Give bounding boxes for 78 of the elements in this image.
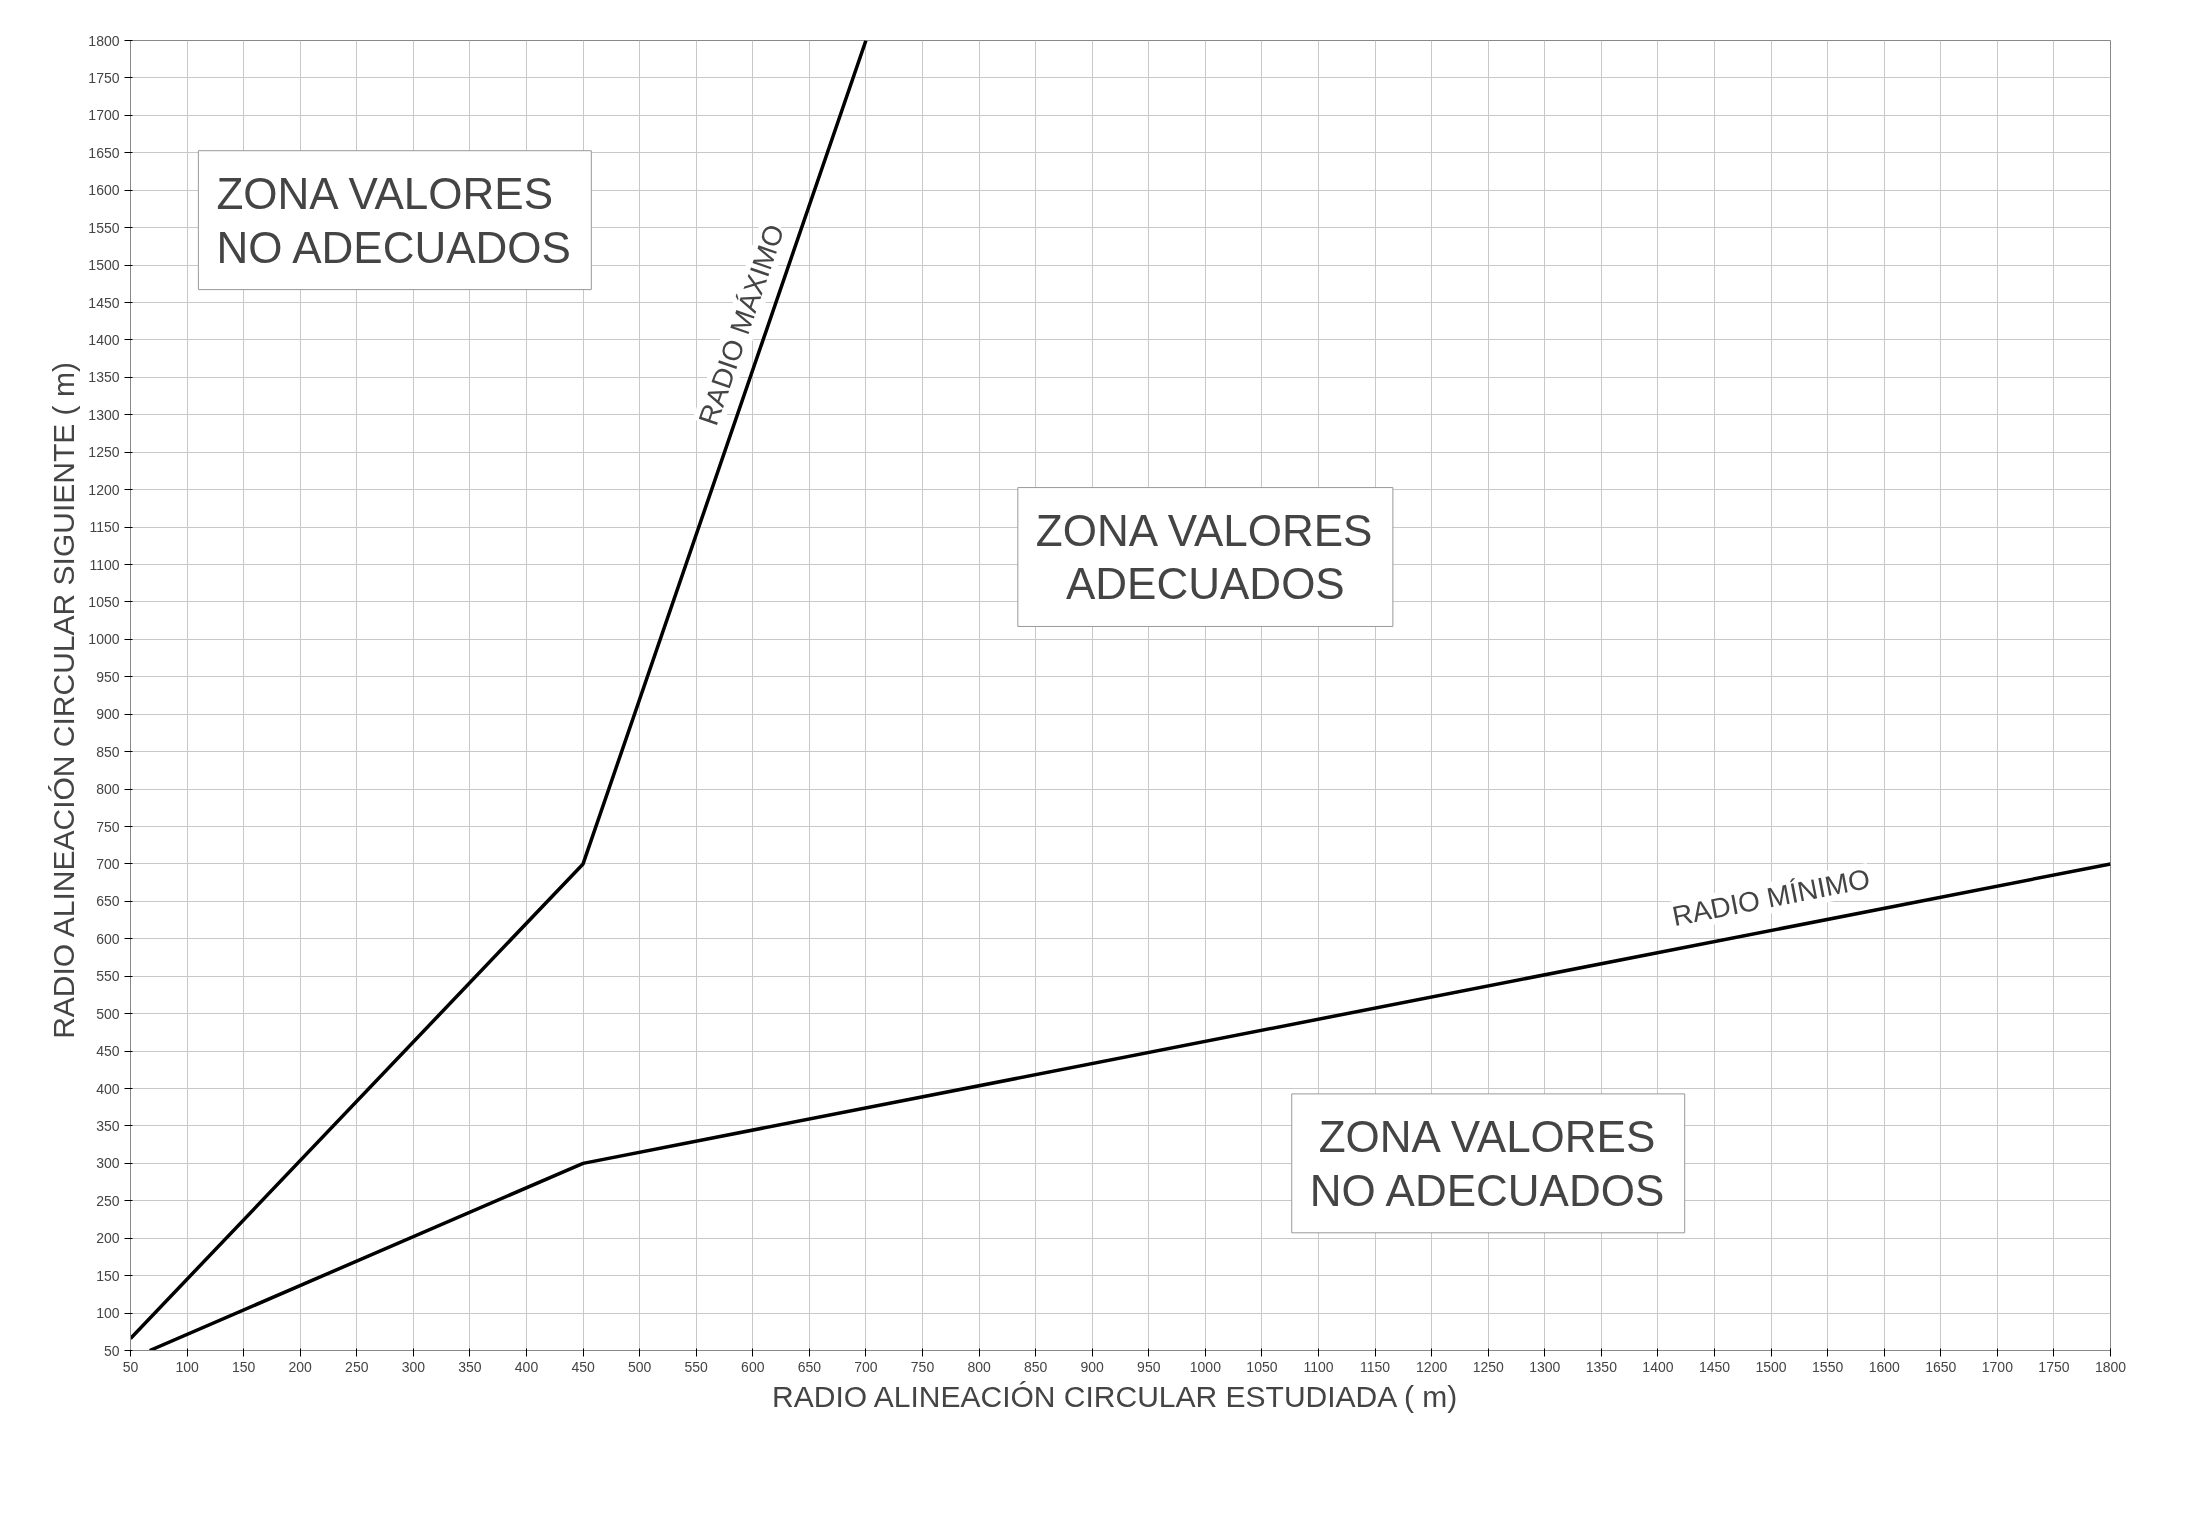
x-tick-label: 900 [1080, 1358, 1105, 1375]
x-tick-label: 600 [741, 1358, 765, 1375]
y-tick-label: 1000 [88, 631, 120, 648]
y-tick-label: 200 [96, 1230, 120, 1247]
y-tick-label: 450 [96, 1043, 120, 1060]
y-tick-label: 1650 [88, 144, 120, 161]
x-tick-label: 550 [684, 1358, 709, 1375]
x-tick-label: 650 [797, 1358, 822, 1375]
y-tick-label: 1500 [88, 257, 120, 274]
y-tick-label: 700 [96, 855, 120, 872]
x-tick-label: 850 [1023, 1358, 1048, 1375]
y-tick-label: 1600 [88, 182, 120, 199]
x-tick-label: 1150 [1360, 1358, 1391, 1375]
y-tick-label: 150 [96, 1267, 120, 1284]
y-tick-label: 100 [96, 1305, 120, 1322]
y-tick-label: 1050 [88, 593, 120, 610]
y-tick-label: 350 [96, 1117, 120, 1134]
y-tick-label: 600 [96, 930, 120, 947]
y-tick-label: 1200 [88, 481, 120, 498]
y-tick-label: 500 [96, 1005, 120, 1022]
y-tick-label: 950 [96, 668, 120, 685]
y-tick-label: 550 [96, 968, 120, 985]
x-tick-label: 1650 [1925, 1358, 1957, 1375]
x-tick-label: 1500 [1755, 1358, 1787, 1375]
x-tick-label: 250 [345, 1358, 369, 1375]
y-tick-label: 300 [96, 1155, 120, 1172]
y-tick-label: 650 [96, 893, 120, 910]
y-tick-label: 1350 [88, 369, 120, 386]
y-tick-label: 850 [96, 743, 120, 760]
y-tick-label: 1150 [89, 519, 120, 536]
annotation: RADIO MÍNIMO [1669, 863, 1873, 933]
x-tick-label: 1400 [1642, 1358, 1674, 1375]
annotation: ZONA VALORES NO ADECUADOS [216, 168, 571, 272]
x-tick-label: 1450 [1698, 1358, 1731, 1375]
y-tick-label: 1700 [88, 107, 120, 124]
y-tick-label: 1800 [88, 32, 120, 49]
x-tick-label: 150 [231, 1358, 256, 1375]
x-tick-label: 700 [854, 1358, 878, 1375]
x-tick-label: 1100 [1303, 1358, 1334, 1375]
x-tick-label: 950 [1137, 1358, 1161, 1375]
x-tick-label: 1800 [2094, 1358, 2127, 1375]
y-tick-label: 400 [96, 1080, 120, 1097]
x-tick-label: 50 [122, 1358, 139, 1375]
x-axis-title: RADIO ALINEACIÓN CIRCULAR ESTUDIADA ( m) [772, 1379, 1458, 1413]
x-tick-label: 1350 [1585, 1358, 1618, 1375]
y-tick-label: 1400 [88, 331, 120, 348]
annotation: ZONA VALORES NO ADECUADOS [1309, 1111, 1665, 1215]
x-tick-label: 800 [967, 1358, 991, 1375]
y-tick-label: 250 [96, 1192, 120, 1209]
x-tick-label: 1050 [1246, 1358, 1278, 1375]
y-tick-label: 1300 [88, 406, 120, 423]
x-tick-label: 1250 [1472, 1358, 1504, 1375]
x-tick-label: 350 [458, 1358, 482, 1375]
x-tick-label: 400 [514, 1358, 539, 1375]
y-tick-label: 800 [96, 781, 120, 798]
y-tick-label: 750 [96, 818, 120, 835]
y-tick-label: 1550 [88, 219, 120, 236]
x-tick-label: 1700 [1981, 1358, 2014, 1375]
y-axis-title: RADIO ALINEACIÓN CIRCULAR SIGUIENTE ( m) [47, 362, 81, 1039]
x-tick-label: 200 [288, 1358, 313, 1375]
y-tick-label: 1750 [88, 69, 120, 86]
annotation: ZONA VALORES ADECUADOS [1035, 505, 1373, 609]
x-tick-label: 300 [401, 1358, 426, 1375]
x-tick-label: 500 [627, 1358, 652, 1375]
x-tick-label: 1300 [1529, 1358, 1561, 1375]
x-tick-label: 750 [910, 1358, 935, 1375]
x-tick-label: 1000 [1189, 1358, 1222, 1375]
x-tick-label: 450 [571, 1358, 595, 1375]
x-tick-label: 100 [175, 1358, 199, 1375]
y-tick-label: 50 [103, 1342, 120, 1359]
y-tick-label: 900 [96, 706, 120, 723]
x-tick-label: 1200 [1416, 1358, 1448, 1375]
y-tick-label: 1100 [89, 556, 120, 573]
y-tick-label: 1450 [88, 294, 120, 311]
x-tick-label: 1550 [1812, 1358, 1844, 1375]
x-tick-label: 1600 [1868, 1358, 1900, 1375]
y-tick-label: 1250 [88, 444, 120, 461]
x-tick-label: 1750 [2038, 1358, 2070, 1375]
